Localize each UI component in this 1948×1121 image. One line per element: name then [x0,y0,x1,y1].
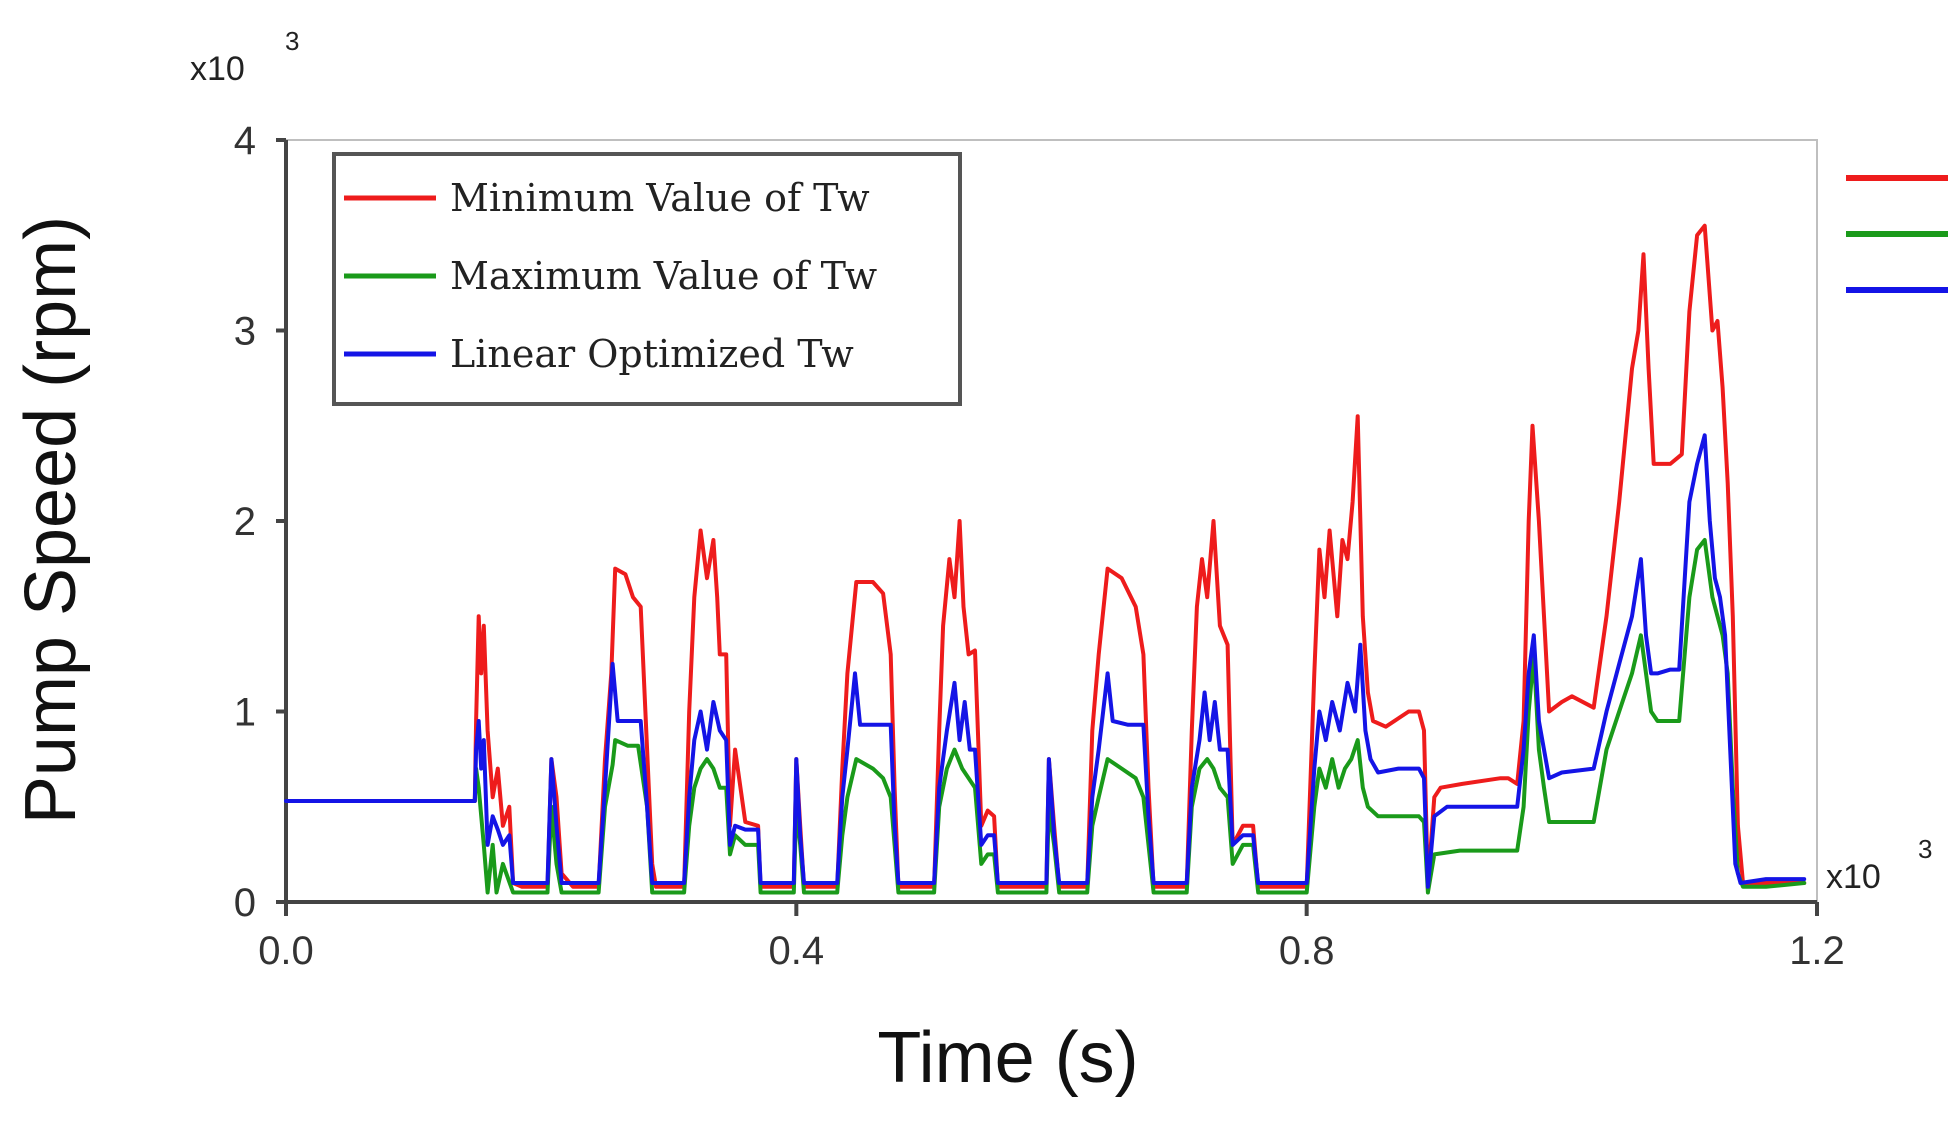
y-multiplier-base: x10 [190,50,245,88]
legend-label-0: Minimum Value of Tw [450,176,870,220]
side-legend-swatches [1846,175,1948,293]
y-multiplier-exponent: 3 [285,26,299,56]
x-multiplier-exponent: 3 [1918,834,1932,864]
legend-label-1: Maximum Value of Tw [450,254,878,298]
series-line-0 [284,223,1807,889]
series-lines [284,223,1807,895]
y-tick-label: 1 [234,691,256,735]
y-tick-label: 4 [234,119,256,163]
x-tick-label: 0.4 [769,929,825,973]
series-line-2 [284,433,1807,889]
x-tick-label: 0.8 [1279,929,1335,973]
x-axis-title: Time (s) [877,1018,1138,1098]
x-multiplier: x10 3 [1826,834,1932,896]
y-tick-label: 2 [234,500,256,544]
axis-ticks: 0 1 2 3 4 0.0 0.4 0.8 1.2 [234,119,1845,973]
y-multiplier: x10 3 [190,26,299,88]
legend: Minimum Value of Tw Maximum Value of Tw Li… [332,152,962,406]
y-tick-label: 0 [234,881,256,925]
legend-label-2: Linear Optimized Tw [450,332,854,376]
series-line-1 [284,538,1807,895]
y-tick-label: 3 [234,310,256,354]
y-axis-title: Pump Speed (rpm) [11,216,91,824]
x-tick-label: 1.2 [1789,929,1845,973]
x-multiplier-base: x10 [1826,858,1881,896]
legend-box [332,152,962,406]
x-tick-label: 0.0 [258,929,314,973]
